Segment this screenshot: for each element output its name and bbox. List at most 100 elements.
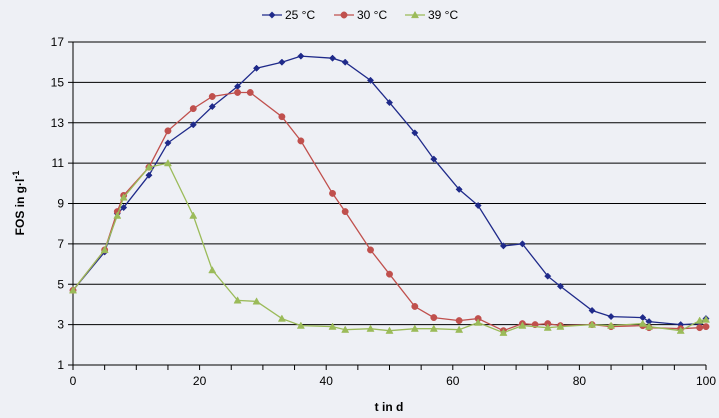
x-tick-label: 20 [193,374,207,388]
data-point [189,105,197,113]
data-point [556,282,564,290]
legend-marker [268,11,276,19]
data-point [701,315,711,323]
data-point [189,211,198,219]
x-axis-title: t in d [375,400,404,414]
y-tick-label: 11 [52,156,65,170]
data-point [367,246,374,254]
data-point [253,64,261,72]
y-tick-label: 9 [57,197,64,211]
data-point [518,321,527,329]
y-tick-label: 5 [57,277,64,291]
data-point [234,89,242,96]
x-tick-label: 80 [573,374,587,388]
data-point [208,266,217,274]
data-point [411,303,419,310]
data-point [385,99,394,107]
data-point [518,240,526,248]
series-2 [69,89,710,335]
data-point [120,203,128,212]
legend-label: 39 °C [428,8,458,22]
series-3 [68,159,711,336]
data-point [696,324,704,332]
data-point [233,296,242,304]
legend-marker [340,11,348,19]
data-point [429,324,438,332]
y-tick-label: 3 [57,318,64,332]
legend-item-3: 39 °C [405,8,458,22]
data-point [278,113,286,121]
data-point [430,155,438,163]
series-line [72,162,707,334]
y-tick-label: 1 [57,358,64,372]
data-point [341,208,349,216]
series [68,52,711,336]
data-point [278,58,286,66]
data-point [544,272,552,280]
data-point [68,286,78,294]
data-point [119,193,128,201]
data-point [329,189,336,197]
data-point [189,121,197,129]
data-point [164,139,172,147]
data-point [341,58,349,66]
data-point [410,324,419,332]
data-point [702,323,710,331]
data-point [543,323,552,331]
series-1 [69,52,710,329]
data-point [645,322,654,330]
y-axis-title-superscript: -1 [11,171,21,179]
data-point [341,325,350,333]
data-point [607,312,615,321]
x-tick-label: 60 [446,374,460,388]
data-point [695,316,704,324]
y-tick-label: 15 [51,75,65,89]
data-point [676,326,685,334]
data-point [474,318,483,326]
data-point [499,328,508,336]
data-point [113,211,122,219]
legend-marker [410,10,420,19]
data-point [556,322,565,330]
data-point [366,76,375,84]
data-point [385,326,394,334]
data-point [277,314,286,322]
y-tick-label: 13 [51,116,65,130]
data-point [297,137,305,145]
x-tick-label: 100 [696,374,716,388]
data-point [296,321,305,329]
data-point [252,297,261,305]
data-point [474,201,482,210]
data-point [588,320,597,328]
data-point [411,129,419,137]
legend-label: 25 °C [285,8,315,22]
data-point [638,319,647,327]
data-point [246,89,254,96]
data-point [455,325,464,333]
y-tick-label: 17 [51,35,65,49]
data-point [297,52,305,60]
data-point [607,321,616,329]
data-point [328,322,337,330]
data-point [430,314,438,322]
data-point [588,306,596,315]
data-point [144,163,153,171]
data-point [455,185,463,193]
data-point [163,159,172,167]
data-point [386,270,393,278]
legend: 25 °C 30 °C 39 °C [262,8,458,22]
gridlines [73,41,706,326]
data-point [208,93,216,100]
data-point [499,242,507,250]
data-point [145,171,153,179]
x-tick-label: 0 [70,374,77,388]
legend-label: 30 °C [357,8,387,22]
x-tick-label: 40 [320,374,334,388]
data-point [455,317,463,325]
y-tick-label: 7 [57,237,64,251]
y-axis-title: FOS in g·l-1 [11,171,27,236]
data-point [366,324,375,332]
legend-item-1: 25 °C [262,8,315,22]
